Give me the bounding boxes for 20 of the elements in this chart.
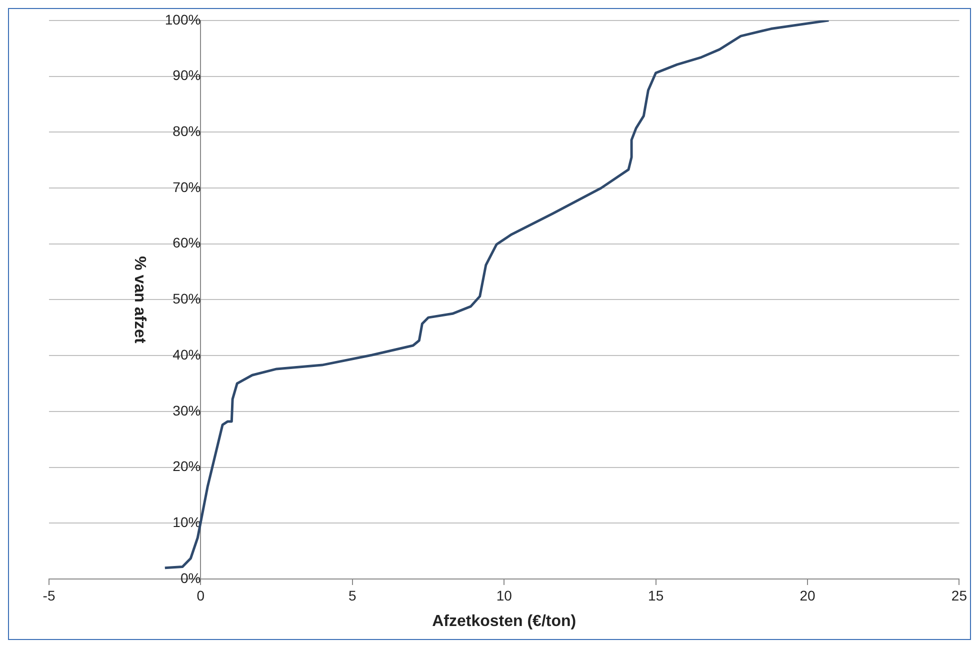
y-tick-label: 50% [172, 290, 201, 307]
y-tick-label: 20% [172, 458, 201, 474]
x-tick-label: 25 [951, 587, 968, 604]
x-tick-label: 20 [800, 587, 816, 604]
y-tick-label: 90% [172, 67, 201, 84]
x-tick-label: 5 [348, 587, 357, 604]
y-tick-label: 100% [164, 11, 201, 28]
y-tick-label: 60% [172, 234, 201, 251]
y-axis-title: % van afzet [130, 256, 148, 344]
y-tick-label: 30% [172, 402, 201, 418]
x-tick-label: -5 [42, 587, 56, 604]
y-tick-label: 80% [172, 122, 201, 139]
x-tick-label: 15 [648, 587, 664, 604]
y-tick-label: 0% [180, 570, 201, 586]
y-tick-label: 10% [172, 514, 201, 530]
x-tick-label: 0 [196, 587, 205, 604]
x-tick-label: 10 [496, 587, 512, 604]
x-axis-title: Afzetkosten (€/ton) [432, 612, 576, 630]
y-tick-label: 40% [172, 346, 201, 362]
y-tick-label: 70% [172, 178, 201, 195]
